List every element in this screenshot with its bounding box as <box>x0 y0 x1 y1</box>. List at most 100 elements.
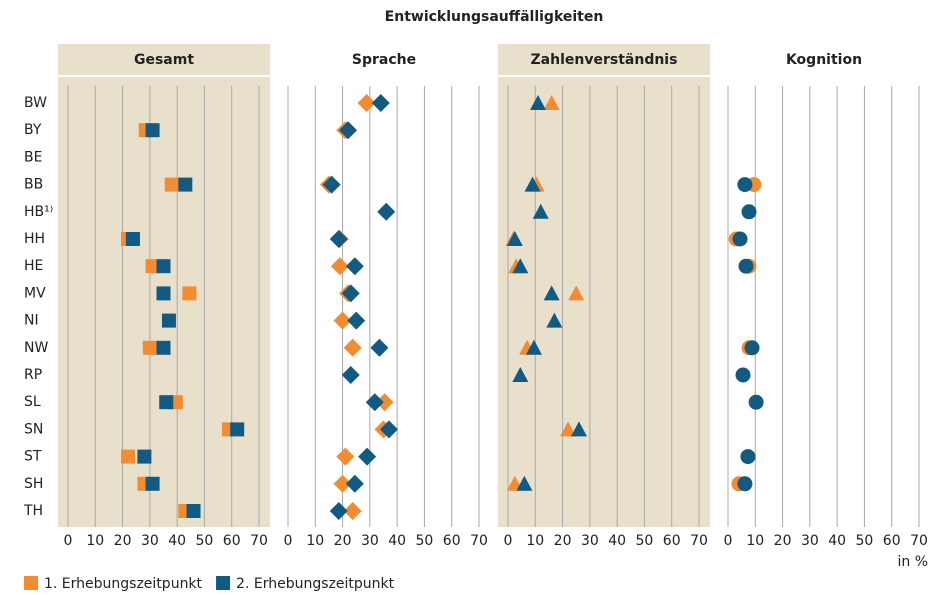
marker <box>506 231 523 246</box>
marker <box>748 394 764 410</box>
marker <box>740 449 756 465</box>
marker <box>735 367 751 383</box>
panel-title: Kognition <box>786 52 862 68</box>
marker <box>178 177 193 192</box>
category-label: NW <box>24 340 48 356</box>
x-tick-label: 60 <box>883 533 901 549</box>
x-tick-label: 40 <box>828 533 846 549</box>
x-tick-label: 0 <box>64 533 73 549</box>
marker <box>570 421 587 437</box>
marker <box>230 422 245 437</box>
x-tick-label: 50 <box>856 533 874 549</box>
x-tick-label: 10 <box>746 533 764 549</box>
marker <box>744 340 760 356</box>
category-label: NI <box>24 313 39 329</box>
marker <box>377 202 396 221</box>
x-tick-label: 60 <box>223 533 241 549</box>
legend-swatch <box>24 576 38 590</box>
panel-background <box>718 44 930 527</box>
category-label: HH <box>24 231 45 247</box>
marker <box>336 447 355 466</box>
marker <box>357 94 376 112</box>
x-tick-label: 10 <box>526 533 544 549</box>
marker <box>347 311 366 330</box>
marker <box>512 258 529 274</box>
marker <box>156 259 171 274</box>
marker <box>345 474 364 493</box>
marker <box>145 476 160 491</box>
marker <box>343 338 362 357</box>
marker <box>568 285 585 301</box>
marker <box>737 177 753 193</box>
legend-swatch <box>216 576 231 590</box>
x-tick-label: 20 <box>114 533 132 549</box>
x-tick-label: 0 <box>724 533 733 549</box>
panel-background <box>58 44 270 527</box>
panel-background <box>498 44 710 527</box>
marker <box>737 476 753 492</box>
category-label: HB¹⁾ <box>24 204 53 220</box>
marker <box>330 257 349 276</box>
marker <box>379 420 398 439</box>
category-label: ST <box>24 449 42 465</box>
marker <box>161 313 176 328</box>
x-tick-label: 60 <box>663 533 681 549</box>
category-label: SN <box>24 421 43 437</box>
x-tick-label: 30 <box>801 533 819 549</box>
panel-title: Zahlenverständnis <box>531 52 678 68</box>
marker <box>333 474 352 493</box>
marker <box>530 95 547 110</box>
x-tick-label: 60 <box>443 533 461 549</box>
panel-title: Gesamt <box>134 52 194 68</box>
x-tick-label: 70 <box>690 533 708 549</box>
x-tick-label: 40 <box>388 533 406 549</box>
marker <box>512 367 529 382</box>
x-tick-label: 30 <box>141 533 159 549</box>
marker <box>358 447 377 466</box>
category-label: SL <box>24 394 41 410</box>
marker <box>341 284 360 303</box>
marker <box>156 340 171 355</box>
marker <box>516 475 533 491</box>
marker <box>343 502 362 520</box>
x-tick-label: 30 <box>581 533 599 549</box>
legend-label: 2. Erhebungszeitpunkt <box>236 576 395 592</box>
x-tick-label: 20 <box>774 533 792 549</box>
x-tick-label: 70 <box>910 533 928 549</box>
category-label: BW <box>24 95 47 111</box>
marker <box>333 311 352 330</box>
x-tick-label: 0 <box>504 533 513 549</box>
marker <box>145 259 160 274</box>
marker <box>525 339 542 355</box>
marker <box>341 366 360 384</box>
x-tick-label: 30 <box>361 533 379 549</box>
marker <box>125 232 140 246</box>
category-label: SH <box>24 476 43 492</box>
category-label: MV <box>24 285 46 301</box>
x-tick-label: 50 <box>196 533 214 549</box>
x-tick-label: 70 <box>470 533 488 549</box>
marker <box>329 230 348 248</box>
category-label: BY <box>24 122 42 138</box>
x-tick-label: 70 <box>250 533 268 549</box>
marker <box>741 204 757 220</box>
x-tick-label: 40 <box>608 533 626 549</box>
x-tick-label: 50 <box>416 533 434 549</box>
marker <box>156 286 171 301</box>
marker <box>738 258 754 274</box>
x-tick-label: 20 <box>334 533 352 549</box>
x-tick-label: 0 <box>284 533 293 549</box>
marker <box>137 449 152 464</box>
x-tick-label: 40 <box>168 533 186 549</box>
marker <box>370 338 389 357</box>
marker <box>345 257 364 276</box>
marker <box>159 395 174 410</box>
category-label: TH <box>23 503 43 519</box>
category-label: BB <box>24 177 43 193</box>
panel-title: Sprache <box>352 52 416 68</box>
panel-background <box>278 44 490 527</box>
marker <box>142 340 157 355</box>
marker <box>375 393 394 412</box>
x-tick-label: 50 <box>636 533 654 549</box>
